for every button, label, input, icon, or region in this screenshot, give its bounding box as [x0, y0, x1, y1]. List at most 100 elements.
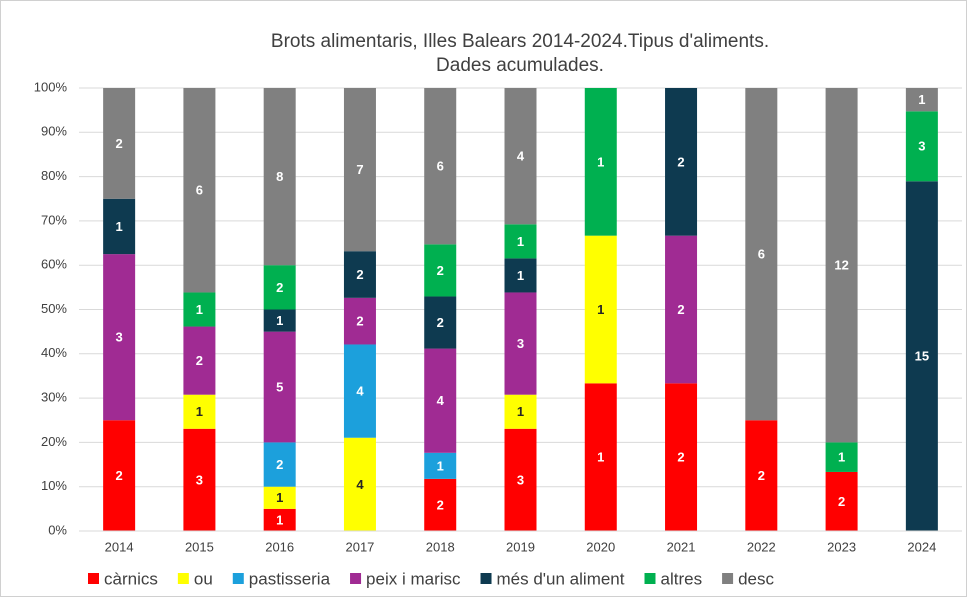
bar-segment [905, 181, 938, 531]
data-label: 1 [276, 512, 283, 527]
x-tick-label: 2016 [265, 539, 294, 554]
bar-segment [665, 235, 698, 384]
chart-title: Dades acumulades. [436, 55, 604, 76]
y-tick-label: 90% [41, 124, 67, 139]
x-tick-label: 2018 [426, 539, 455, 554]
legend-swatch [177, 573, 189, 584]
y-tick-label: 80% [41, 168, 67, 183]
y-tick-label: 40% [41, 345, 67, 360]
bar-segment [183, 292, 216, 327]
legend-label: pastisseria [249, 569, 331, 588]
bar-segment [905, 88, 938, 112]
legend-swatch [88, 573, 99, 584]
y-tick-label: 20% [41, 434, 67, 449]
data-label: 2 [437, 263, 444, 278]
data-label: 2 [437, 497, 444, 512]
data-label: 6 [758, 247, 765, 262]
legend-swatch [232, 573, 244, 584]
data-label: 1 [838, 450, 845, 465]
bar-segment [504, 88, 537, 225]
x-tick-label: 2017 [345, 539, 374, 554]
data-label: 2 [677, 154, 684, 169]
legend-swatch [722, 573, 734, 584]
x-tick-label: 2023 [827, 539, 856, 554]
x-tick-label: 2022 [747, 539, 776, 554]
bar-segment [504, 258, 537, 293]
legend-swatch [644, 573, 656, 584]
data-label: 3 [918, 139, 925, 154]
bar-segment [263, 486, 296, 509]
data-label: 3 [116, 330, 123, 345]
data-label: 2 [276, 280, 283, 295]
data-label: 2 [356, 314, 363, 329]
data-label: 2 [838, 494, 845, 509]
data-label: 1 [597, 302, 604, 317]
data-label: 8 [276, 169, 283, 184]
data-label: 1 [276, 313, 283, 328]
legend-swatch [350, 573, 362, 584]
legend-label: peix i marisc [366, 569, 461, 588]
bar-segment [263, 331, 296, 443]
data-label: 1 [597, 154, 604, 169]
data-label: 2 [116, 468, 123, 483]
bar-segment [424, 296, 457, 349]
bar-segment [103, 254, 136, 421]
bar-segment [343, 344, 376, 438]
bar-segment [103, 420, 136, 531]
y-tick-label: 50% [41, 301, 67, 316]
y-tick-label: 100% [34, 79, 68, 94]
data-label: 2 [758, 468, 765, 483]
x-tick-label: 2019 [506, 539, 535, 554]
bar-segment [825, 88, 858, 443]
y-tick-label: 30% [41, 390, 67, 405]
legend-label: altres [661, 569, 703, 588]
data-label: 5 [276, 379, 283, 394]
data-label: 6 [437, 159, 444, 174]
bar-segment [424, 244, 457, 297]
data-label: 1 [517, 404, 524, 419]
data-label: 2 [116, 136, 123, 151]
bar-segment [263, 508, 296, 531]
x-tick-label: 2024 [907, 539, 936, 554]
bar-segment [504, 224, 537, 259]
data-label: 3 [517, 336, 524, 351]
data-label: 1 [276, 490, 283, 505]
x-tick-label: 2014 [105, 539, 134, 554]
data-label: 4 [517, 149, 525, 164]
data-label: 1 [196, 404, 203, 419]
data-label: 4 [437, 393, 445, 408]
bar-segment [745, 420, 778, 531]
data-label: 1 [517, 268, 524, 283]
legend-label: desc [738, 569, 774, 588]
bar-segment [665, 88, 698, 236]
x-tick-label: 2015 [185, 539, 214, 554]
bar-segment [343, 251, 376, 298]
bar-segment [103, 88, 136, 199]
legend-label: més d'un aliment [497, 569, 625, 588]
bar-segment [665, 383, 698, 531]
data-label: 4 [356, 477, 364, 492]
data-label: 1 [597, 450, 604, 465]
data-label: 12 [834, 258, 848, 273]
bar-segment [343, 437, 376, 531]
data-label: 6 [196, 183, 203, 198]
data-label: 2 [677, 302, 684, 317]
bar-segment [183, 394, 216, 429]
bar-segment [263, 442, 296, 487]
bar-segment [183, 428, 216, 531]
bar-segment [424, 88, 457, 245]
y-tick-label: 60% [41, 257, 67, 272]
bar-segment [504, 292, 537, 395]
data-label: 1 [116, 219, 123, 234]
bar-segment [424, 452, 457, 479]
bar-segment [504, 428, 537, 531]
data-label: 2 [437, 315, 444, 330]
bar-segment [263, 309, 296, 332]
data-label: 1 [517, 234, 524, 249]
bar-segment [424, 478, 457, 531]
x-tick-label: 2021 [667, 539, 696, 554]
legend-swatch [480, 573, 492, 584]
bar-segment [584, 383, 617, 531]
